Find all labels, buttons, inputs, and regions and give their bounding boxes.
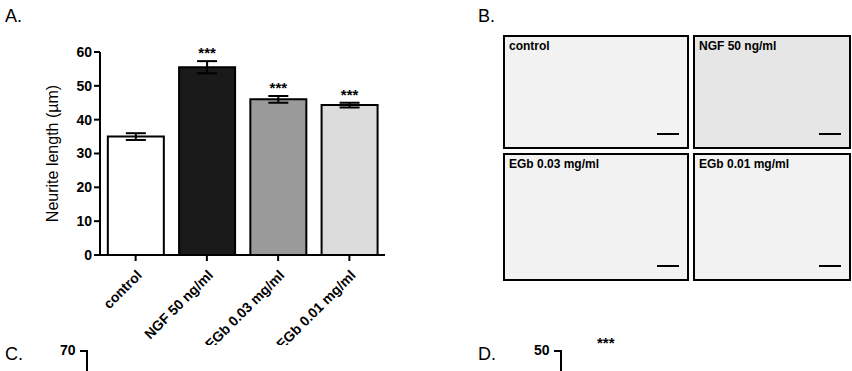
html-text:control: control	[509, 39, 550, 53]
svg-text:control: control	[100, 267, 145, 312]
svg-text:40: 40	[76, 112, 92, 128]
svg-text:***: ***	[198, 44, 216, 61]
html-text:70: 70	[60, 342, 76, 358]
svg-text:EGb 0.03 mg/ml: EGb 0.03 mg/ml	[202, 267, 288, 345]
html-text:D.: D.	[478, 344, 496, 364]
svg-text:10: 10	[76, 213, 92, 229]
html-text:NGF 50 ng/ml: NGF 50 ng/ml	[699, 39, 777, 53]
svg-text:60: 60	[76, 44, 92, 60]
svg-text:50: 50	[76, 78, 92, 94]
svg-text:EGb 0.01 mg/ml: EGb 0.01 mg/ml	[273, 267, 359, 345]
html-text:50: 50	[534, 342, 550, 358]
svg-text:***: ***	[270, 79, 288, 96]
html-text:C.: C.	[5, 344, 23, 364]
html-text:EGb 0.03 mg/ml: EGb 0.03 mg/ml	[509, 157, 599, 171]
html-text:A.: A.	[5, 6, 22, 26]
svg-text:NGF 50 ng/ml: NGF 50 ng/ml	[141, 267, 216, 342]
svg-text:30: 30	[76, 145, 92, 161]
svg-text:Neurite length (µm): Neurite length (µm)	[44, 85, 61, 222]
html-text:B.: B.	[478, 6, 495, 26]
svg-text:20: 20	[76, 179, 92, 195]
html-text:EGb 0.01 mg/ml: EGb 0.01 mg/ml	[699, 157, 789, 171]
svg-text:***: ***	[341, 86, 359, 103]
svg-text:0: 0	[84, 247, 92, 263]
